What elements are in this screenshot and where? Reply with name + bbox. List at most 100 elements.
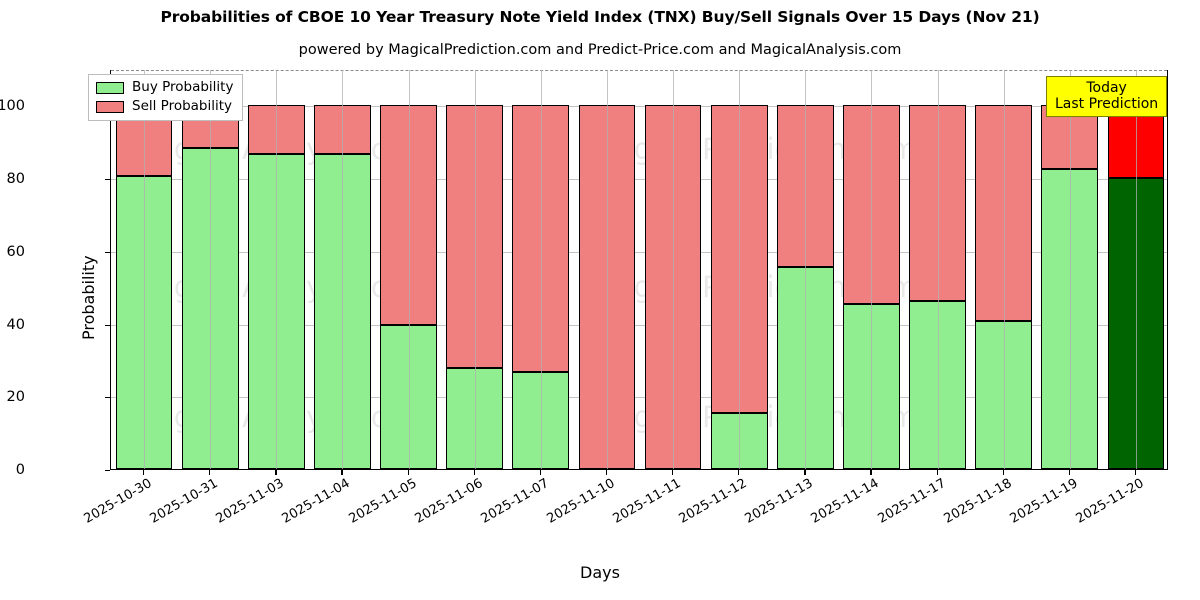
bar-stack[interactable] [578, 70, 636, 469]
bar-segment-sell[interactable] [843, 105, 900, 304]
bar-stack[interactable] [843, 70, 900, 469]
bar-stack[interactable] [909, 70, 966, 469]
bar-segment-buy[interactable] [710, 412, 768, 469]
bar-stack[interactable] [247, 70, 305, 469]
x-gridline [1069, 70, 1071, 469]
today-annotation-line2: Last Prediction [1055, 96, 1159, 113]
legend-swatch-buy [96, 82, 124, 94]
legend-label-sell: Sell Probability [132, 98, 233, 115]
plot-inner: MagicalAnalysis.comMagicalPrediction.com… [111, 70, 1167, 469]
bar-segment-buy[interactable] [115, 175, 173, 469]
y-axis-tick-label: 80 [6, 171, 25, 188]
bar-stack[interactable] [975, 70, 1033, 469]
bar-segment-sell[interactable] [314, 105, 371, 154]
chart-legend: Buy Probability Sell Probability [88, 74, 244, 121]
y-gridline [111, 324, 1167, 326]
y-axis-tick-mark [105, 470, 110, 472]
bar-stack[interactable] [776, 70, 834, 469]
x-gridline [474, 70, 476, 469]
bar-segment-buy[interactable] [446, 367, 504, 469]
bar-segment-sell[interactable] [446, 105, 504, 368]
legend-item-sell: Sell Probability [96, 99, 233, 115]
x-gridline [937, 70, 939, 469]
x-gridline [210, 70, 212, 469]
bar-segment-buy[interactable] [380, 325, 437, 469]
bar-stack[interactable] [1107, 70, 1165, 469]
bar-segment-buy[interactable] [1107, 178, 1165, 469]
x-gridline [540, 70, 542, 469]
bar-stack[interactable] [710, 70, 768, 469]
bar-segment-sell[interactable] [776, 105, 834, 267]
x-gridline [144, 70, 146, 469]
bar-segment-sell[interactable] [512, 105, 570, 372]
bar-segment-sell[interactable] [909, 105, 966, 301]
bar-stack[interactable] [1041, 70, 1099, 469]
y-axis-label: Probability [79, 255, 98, 340]
bar-segment-buy[interactable] [512, 371, 570, 469]
bar-segment-sell[interactable] [710, 105, 768, 413]
x-axis-tick-mark [605, 470, 608, 475]
bar-segment-buy[interactable] [843, 303, 900, 469]
x-axis-tick-mark [341, 470, 343, 475]
x-gridline [739, 70, 741, 469]
x-gridline [673, 70, 675, 469]
x-gridline [871, 70, 873, 469]
x-axis-tick-mark [672, 470, 674, 475]
x-axis-tick-mark [1002, 470, 1004, 475]
y-axis-tick-label: 60 [6, 243, 25, 260]
y-axis-tick-label: 100 [0, 98, 25, 115]
bar-segment-buy[interactable] [909, 300, 966, 469]
x-axis-tick-mark [936, 470, 938, 475]
legend-item-buy: Buy Probability [96, 80, 233, 96]
bar-stack[interactable] [314, 70, 371, 469]
x-axis-tick-mark [1134, 470, 1137, 475]
x-gridline [1135, 70, 1137, 469]
bar-stack[interactable] [181, 70, 239, 469]
bar-stack[interactable] [380, 70, 437, 469]
y-gridline [111, 106, 1167, 108]
x-axis-tick-mark [870, 470, 872, 475]
bar-segment-buy[interactable] [1041, 168, 1099, 469]
y-axis-tick-mark [105, 179, 110, 181]
x-axis-tick-mark [539, 470, 541, 475]
x-axis-tick-mark [804, 470, 806, 475]
bar-segment-sell[interactable] [247, 105, 305, 154]
x-axis-tick-mark [473, 470, 475, 475]
x-gridline [408, 70, 410, 469]
x-axis-tick-mark [209, 470, 211, 475]
bar-segment-sell[interactable] [975, 105, 1033, 322]
bar-segment-buy[interactable] [776, 266, 834, 469]
x-axis-tick-mark [738, 470, 740, 475]
y-axis-tick-label: 0 [15, 462, 25, 478]
y-axis-tick-mark [105, 251, 110, 253]
bar-stack[interactable] [446, 70, 504, 469]
y-gridline [111, 179, 1167, 181]
bar-segment-sell[interactable] [644, 105, 702, 469]
y-axis-tick-label: 20 [6, 389, 25, 406]
y-gridline [111, 251, 1167, 253]
y-gridline [111, 397, 1167, 399]
bar-segment-sell[interactable] [578, 105, 636, 469]
x-gridline [342, 70, 344, 469]
bar-segment-buy[interactable] [247, 153, 305, 469]
legend-swatch-sell [96, 101, 124, 113]
bar-segment-sell[interactable] [380, 105, 437, 325]
bar-segment-buy[interactable] [975, 321, 1033, 469]
y-axis-tick-label: 40 [6, 316, 25, 333]
bar-segment-buy[interactable] [181, 147, 239, 469]
x-axis-tick-mark [1068, 470, 1070, 475]
bar-stack[interactable] [644, 70, 702, 469]
x-gridline [606, 70, 608, 469]
today-annotation-line1: Today [1086, 80, 1127, 96]
bar-stack[interactable] [512, 70, 570, 469]
bar-segment-sell[interactable] [1107, 105, 1165, 179]
x-axis-tick-mark [407, 470, 409, 475]
reference-dashed-line [111, 70, 1167, 71]
y-axis-tick-mark [105, 324, 110, 326]
legend-label-buy: Buy Probability [132, 79, 234, 96]
plot-area: MagicalAnalysis.comMagicalPrediction.com… [79, 70, 1168, 470]
bar-segment-buy[interactable] [314, 153, 371, 469]
x-axis-tick-mark [275, 470, 277, 475]
x-gridline [1003, 70, 1005, 469]
